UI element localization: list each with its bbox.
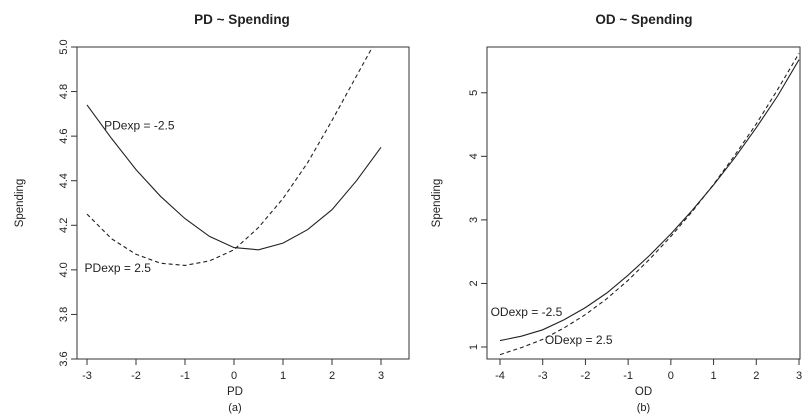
y-tick-label: 4.4 [58, 173, 70, 188]
y-tick-label: 4.6 [58, 128, 70, 143]
series-annotation: PDexp = 2.5 [85, 261, 152, 275]
series-line-dashed [86, 47, 374, 266]
panel-caption: (a) [228, 402, 241, 414]
x-tick-label: -4 [495, 370, 505, 382]
plot-frame [76, 46, 410, 360]
y-tick-label: 4.2 [58, 218, 70, 233]
y-tick-label: 4 [468, 153, 480, 159]
x-tick-label: -2 [581, 370, 591, 382]
x-axis-label: PD [227, 386, 243, 398]
y-tick-label: 4.0 [58, 262, 70, 277]
y-tick-label: 5.0 [58, 39, 70, 54]
x-tick-label: 1 [280, 370, 286, 382]
y-tick-label: 4.8 [58, 84, 70, 99]
x-tick-label: -2 [131, 370, 141, 382]
plot-frame [486, 46, 801, 360]
x-tick-label: 3 [796, 370, 802, 382]
x-tick-label: 3 [378, 370, 384, 382]
y-axis-label: Spending [14, 179, 26, 228]
chart-panel-2: OD ~ Spending -4 -3 -2 -1 0 1 2 3 1 2 3 4 5 OD Spending… [431, 12, 802, 414]
x-axis-label: OD [635, 386, 652, 398]
x-tick-label: -3 [82, 370, 92, 382]
y-axis-label: Spending [431, 179, 443, 228]
y-tick-label: 3.6 [58, 351, 70, 366]
series-annotation: ODexp = 2.5 [545, 333, 613, 347]
y-tick-label: 3.8 [58, 307, 70, 322]
x-tick-label: 0 [668, 370, 674, 382]
y-tick-label: 3 [468, 217, 480, 223]
chart-title: PD ~ Spending [194, 12, 290, 27]
series-annotation: ODexp = -2.5 [491, 305, 563, 319]
x-tick-label: -1 [623, 370, 633, 382]
chart-panel-1: PD ~ Spending -3 -2 -1 0 1 2 3 3.6 3.8 4.0 4.2 4.4 4.… [14, 12, 410, 414]
y-tick-label: 2 [468, 280, 480, 286]
panel-caption: (b) [637, 402, 650, 414]
x-tick-label: -1 [180, 370, 190, 382]
y-tick-label: 5 [468, 90, 480, 96]
x-tick-label: 0 [231, 370, 237, 382]
series-line-solid [499, 59, 800, 342]
y-tick-label: 1 [468, 344, 480, 350]
chart-title: OD ~ Spending [595, 12, 692, 27]
x-tick-label: 1 [711, 370, 717, 382]
x-tick-label: -3 [538, 370, 548, 382]
x-tick-label: 2 [329, 370, 335, 382]
series-line-dashed [499, 53, 800, 356]
series-line-solid [86, 104, 382, 251]
x-tick-label: 2 [753, 370, 759, 382]
series-annotation: PDexp = -2.5 [104, 118, 175, 132]
